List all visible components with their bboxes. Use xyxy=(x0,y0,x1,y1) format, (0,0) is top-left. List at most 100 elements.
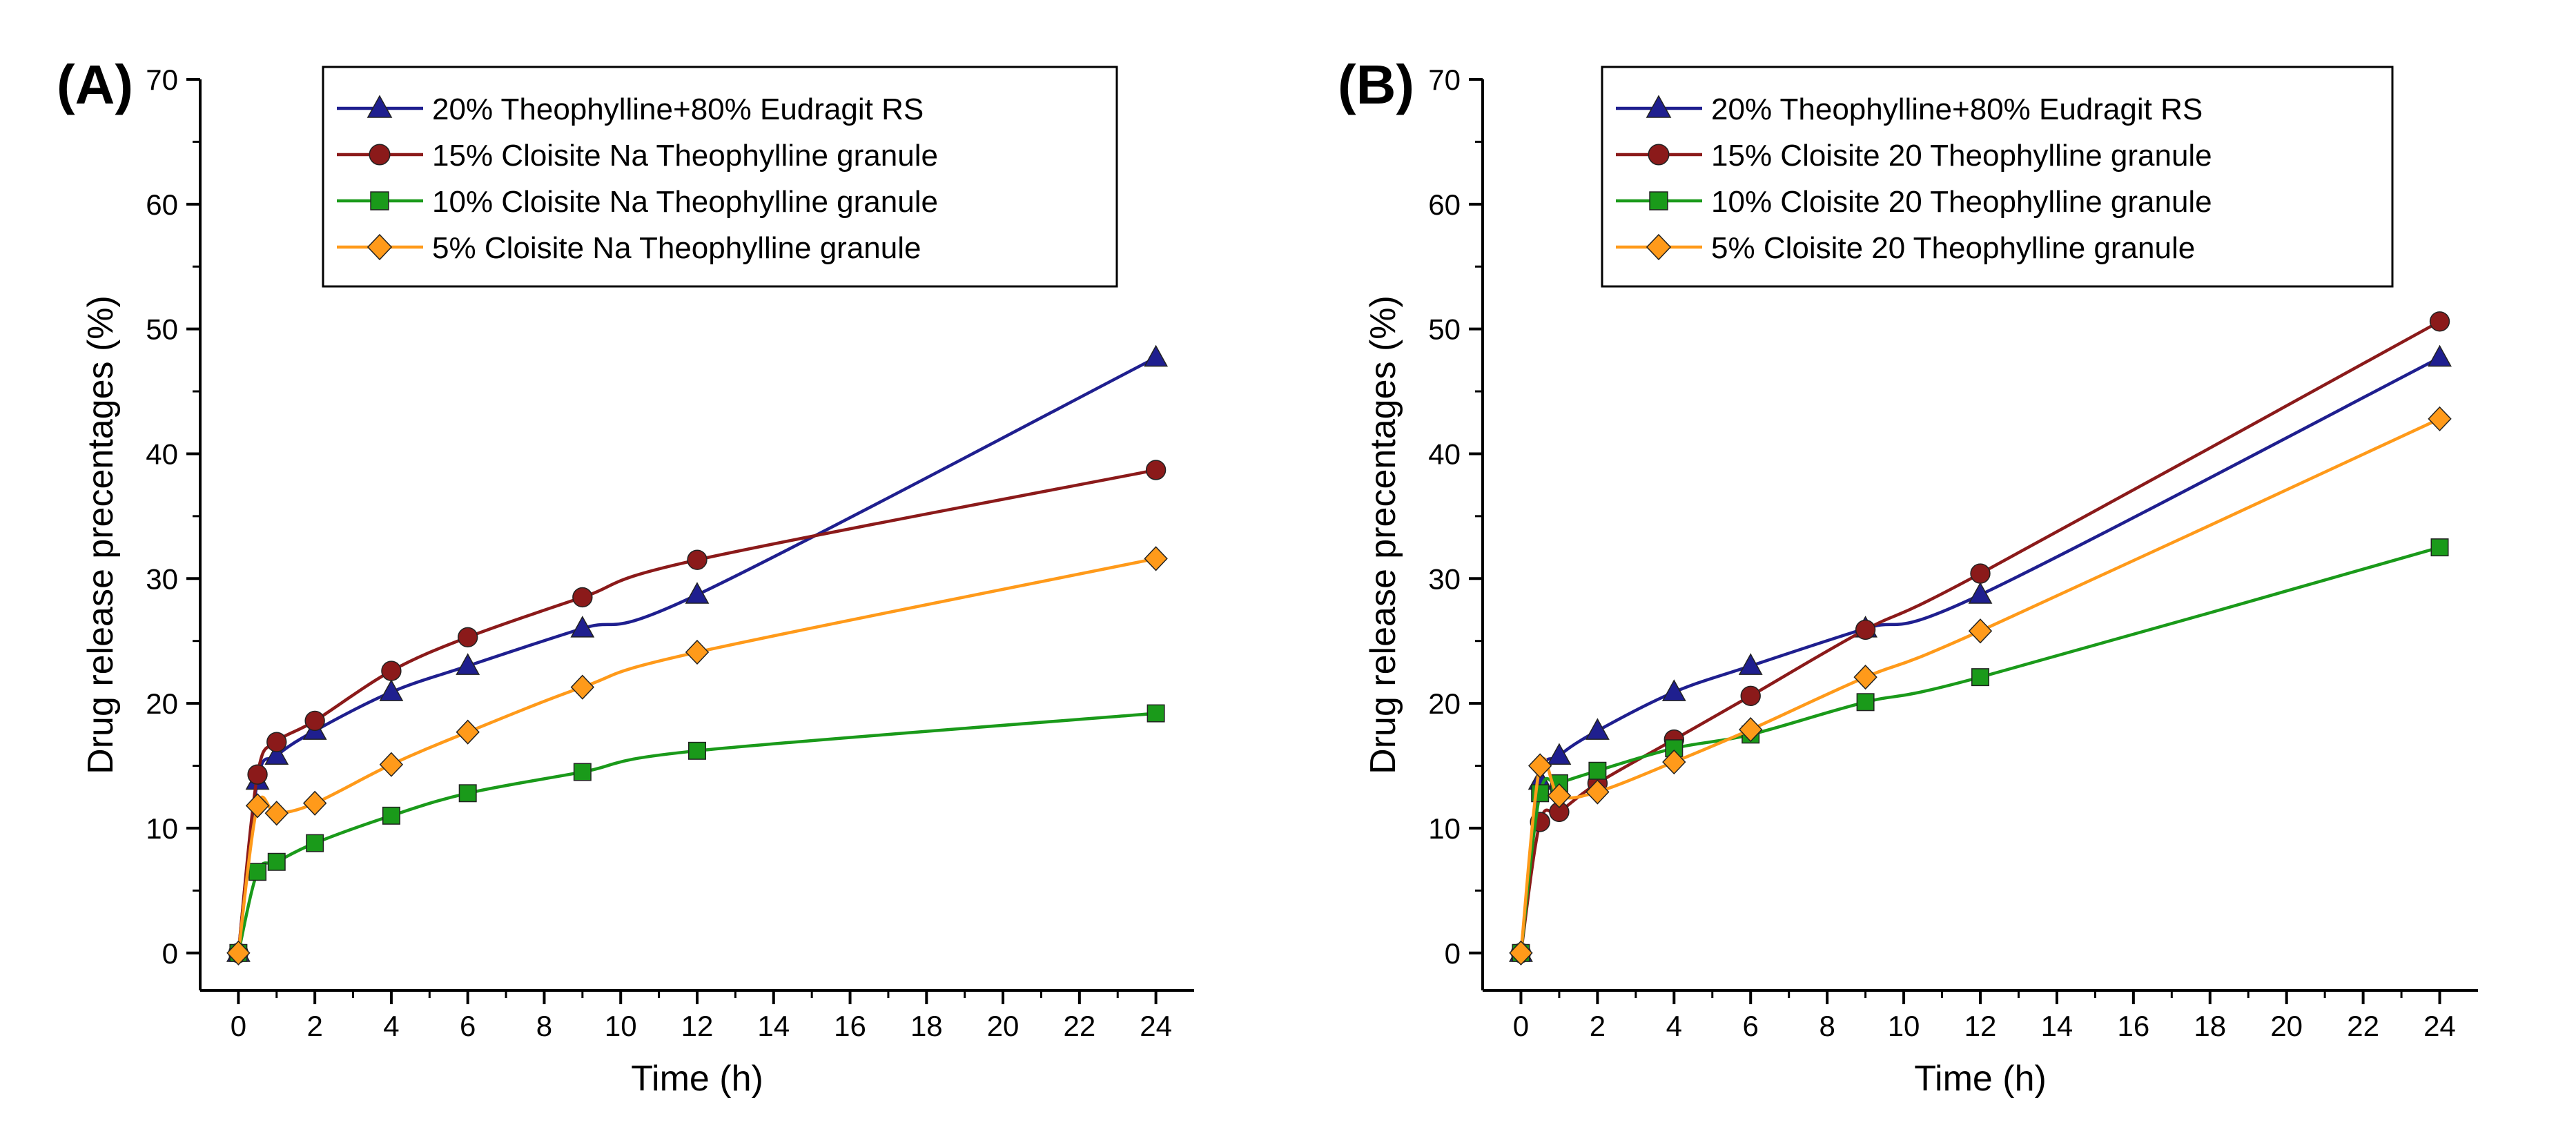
legend-marker xyxy=(1648,144,1670,166)
legend-label: 10% Cloisite 20 Theophylline granule xyxy=(1711,185,2212,219)
data-point xyxy=(245,793,270,819)
legend-item-2: 15% Cloisite 20 Theophylline granule xyxy=(1616,139,2212,173)
y-tick-label: 50 xyxy=(1428,313,1461,346)
y-tick-label: 0 xyxy=(162,937,178,970)
x-tick-label: 24 xyxy=(1140,1010,1172,1042)
y-axis-label: Drug release precentages (%) xyxy=(1363,295,1403,774)
data-point xyxy=(267,852,286,871)
y-tick-label: 40 xyxy=(146,438,178,470)
data-point xyxy=(1146,704,1165,723)
x-tick-label: 22 xyxy=(1063,1010,1095,1042)
x-tick-label: 10 xyxy=(1888,1010,1920,1042)
data-point xyxy=(264,743,289,765)
data-point xyxy=(1661,679,1686,701)
data-point xyxy=(458,784,477,803)
data-point xyxy=(1738,653,1763,675)
x-tick-label: 20 xyxy=(987,1010,1019,1042)
x-tick-label: 16 xyxy=(2117,1010,2149,1042)
data-point xyxy=(1509,940,1533,966)
data-point xyxy=(2430,538,2449,557)
data-point xyxy=(1856,693,1875,712)
x-axis-label: Time (h) xyxy=(631,1059,763,1099)
data-point xyxy=(382,806,400,825)
x-tick-label: 12 xyxy=(1964,1010,1997,1042)
data-point xyxy=(1740,685,1761,706)
x-tick-label: 24 xyxy=(2423,1010,2456,1042)
legend-item-1: 20% Theophylline+80% Eudragit RS xyxy=(1616,92,2203,126)
panel-label: (A) xyxy=(57,54,133,115)
data-point xyxy=(1855,619,1876,640)
data-point xyxy=(1588,761,1607,780)
series-4 xyxy=(226,546,1168,966)
data-point xyxy=(306,834,324,852)
x-tick-label: 8 xyxy=(536,1010,552,1042)
series-3 xyxy=(229,704,1165,962)
x-tick-label: 14 xyxy=(757,1010,790,1042)
series-2 xyxy=(228,460,1167,963)
legend: 20% Theophylline+80% Eudragit RS 15% Cloi… xyxy=(322,66,1118,288)
x-tick-label: 12 xyxy=(681,1010,714,1042)
x-tick-label: 2 xyxy=(1590,1010,1606,1042)
x-tick-label: 8 xyxy=(1819,1010,1835,1042)
data-point xyxy=(688,741,706,760)
data-point xyxy=(687,549,708,570)
data-point xyxy=(302,790,327,816)
legend-item-1: 20% Theophylline+80% Eudragit RS xyxy=(337,92,924,126)
x-axis-label: Time (h) xyxy=(1914,1059,2047,1099)
data-point xyxy=(1665,739,1684,758)
data-point xyxy=(685,639,710,665)
y-tick-label: 10 xyxy=(1428,812,1461,845)
data-point xyxy=(573,763,592,781)
panel-label: (B) xyxy=(1338,54,1414,115)
data-point xyxy=(1970,563,1991,584)
data-point xyxy=(1585,779,1610,805)
data-point xyxy=(572,587,593,608)
legend-item-3: 10% Cloisite Na Theophylline granule xyxy=(337,185,938,219)
y-tick-label: 40 xyxy=(1428,438,1461,470)
y-tick-label: 20 xyxy=(1428,687,1461,720)
data-point xyxy=(248,863,267,881)
series-line xyxy=(1519,356,2441,953)
y-axis-label: Drug release precentages (%) xyxy=(81,295,121,774)
legend-label: 10% Cloisite Na Theophylline granule xyxy=(432,185,938,219)
x-tick-label: 18 xyxy=(2194,1010,2226,1042)
data-point xyxy=(264,801,289,826)
legend-marker xyxy=(1646,95,1672,118)
data-point xyxy=(570,616,595,638)
data-point xyxy=(570,674,595,700)
data-point xyxy=(266,732,287,752)
data-point xyxy=(247,764,268,785)
legend-marker xyxy=(367,95,393,118)
y-tick-label: 70 xyxy=(146,63,178,96)
legend-marker xyxy=(369,144,391,166)
data-point xyxy=(1547,783,1572,809)
x-tick-label: 22 xyxy=(2347,1010,2379,1042)
data-point xyxy=(304,710,325,732)
data-point xyxy=(1968,618,1993,644)
x-tick-label: 10 xyxy=(605,1010,637,1042)
legend-label: 5% Cloisite Na Theophylline granule xyxy=(432,231,921,265)
legend-marker xyxy=(1646,233,1672,261)
x-tick-label: 4 xyxy=(383,1010,399,1042)
series-line xyxy=(237,468,1157,953)
y-tick-label: 70 xyxy=(1428,63,1461,96)
data-point xyxy=(685,582,710,604)
y-tick-label: 0 xyxy=(1445,937,1461,970)
legend-box xyxy=(322,66,1118,288)
legend-marker xyxy=(370,191,389,211)
legend-item-2: 15% Cloisite Na Theophylline granule xyxy=(337,139,938,173)
data-point xyxy=(456,653,480,675)
y-tick-label: 60 xyxy=(146,188,178,221)
x-tick-label: 0 xyxy=(1513,1010,1529,1042)
data-point xyxy=(458,627,478,647)
x-tick-label: 2 xyxy=(306,1010,322,1042)
legend: 20% Theophylline+80% Eudragit RS 15% Cloi… xyxy=(1601,66,2394,288)
data-point xyxy=(2428,344,2452,367)
data-point xyxy=(379,679,404,701)
x-tick-label: 18 xyxy=(910,1010,943,1042)
data-point xyxy=(1968,582,1993,604)
legend-marker xyxy=(367,233,393,261)
legend-marker xyxy=(1649,191,1668,211)
data-point xyxy=(1585,718,1610,740)
